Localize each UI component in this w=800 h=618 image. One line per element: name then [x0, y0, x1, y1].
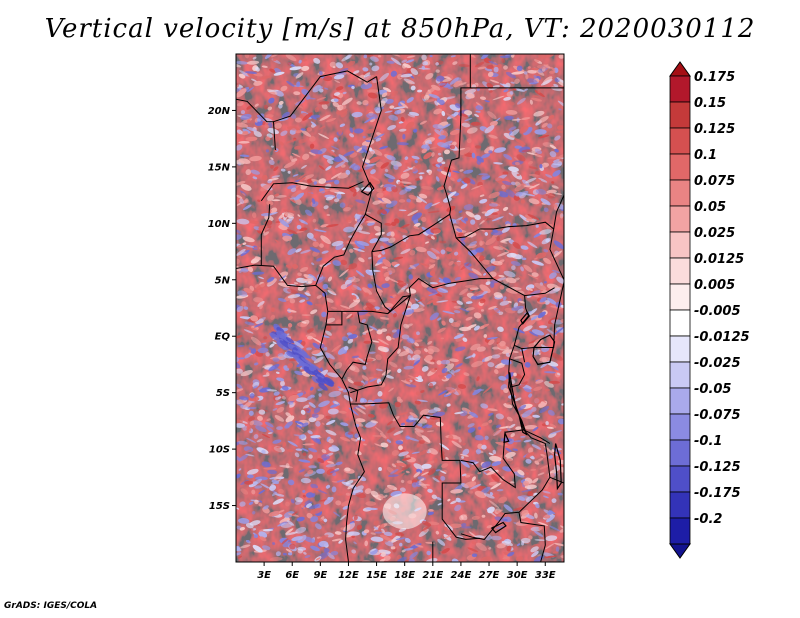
- map-frame: [235, 53, 565, 563]
- lon-tick-label: 6E: [285, 570, 299, 581]
- country-border-line: [521, 348, 526, 363]
- country-border-line: [365, 213, 382, 252]
- colorbar-label: 0.125: [694, 122, 735, 137]
- colorbar-label: 0.1: [694, 148, 717, 163]
- colorbar-segment: [669, 231, 691, 259]
- country-border-line: [350, 402, 480, 540]
- country-border-line: [361, 76, 382, 190]
- colorbar: 0.175 0.15 0.125 0.1 0.075 0.05 0.025 0.0125 0.0…: [669, 61, 750, 559]
- colorbar-label: 0.0125: [694, 252, 744, 267]
- colorbar-label: 0.15: [694, 96, 726, 111]
- country-border-line: [460, 429, 524, 489]
- colorbar-segment: [669, 101, 691, 129]
- colorbar-top-arrow: [669, 61, 691, 77]
- country-borders: [236, 54, 564, 562]
- country-border-line: [326, 311, 343, 326]
- colorbar-segment: [669, 257, 691, 285]
- lon-tick-label: 3E: [257, 570, 271, 581]
- colorbar-segment: [669, 179, 691, 207]
- colorbar-label: 0.175: [694, 70, 735, 85]
- country-border-line: [518, 512, 546, 562]
- lon-tick-label: 18E: [394, 570, 415, 581]
- country-border-line: [348, 386, 359, 402]
- colorbar-segment: [669, 387, 691, 415]
- lat-tick-label: 15N: [208, 162, 231, 173]
- country-border-line: [260, 181, 364, 202]
- lake-outline: [532, 334, 556, 366]
- lake-outline: [553, 443, 562, 491]
- colorbar-label: 0.075: [694, 174, 735, 189]
- chart-title: Vertical velocity [m/s] at 850hPa, VT: 2…: [44, 14, 756, 44]
- colorbar-label: 0.05: [694, 200, 726, 215]
- colorbar-segment: [669, 491, 691, 519]
- field-speckles: [236, 54, 564, 562]
- near-zero-patch: [382, 493, 427, 530]
- lake-outline: [360, 181, 375, 196]
- colorbar-label: -0.2: [694, 512, 722, 527]
- country-border-line: [371, 213, 494, 313]
- lat-tick-label: 5N: [215, 275, 231, 286]
- colorbar-label: -0.05: [694, 382, 731, 397]
- lake-outline: [520, 311, 531, 325]
- colorbar-segment: [669, 361, 691, 389]
- colorbar-segment: [669, 153, 691, 181]
- lat-tick-label: 15S: [209, 501, 230, 512]
- colorbar-segment: [669, 283, 691, 311]
- colorbar-segment: [669, 309, 691, 337]
- country-border-line: [460, 429, 551, 540]
- country-border-line: [456, 221, 564, 281]
- lat-tick-label: 20N: [208, 106, 231, 117]
- colorbar-label: 0.005: [694, 278, 735, 293]
- colorbar-label: -0.125: [694, 460, 741, 475]
- lake-outline: [508, 372, 528, 436]
- colorbar-label: 0.025: [694, 226, 735, 241]
- colorbar-segment: [669, 517, 691, 545]
- colorbar-label: -0.025: [694, 356, 741, 371]
- lon-tick-label: 21E: [422, 570, 443, 581]
- colorbar-bottom-arrow: [669, 543, 691, 559]
- lon-tick-label: 27E: [479, 570, 500, 581]
- country-border-line: [341, 311, 373, 380]
- lat-tick-label: 10N: [208, 219, 231, 230]
- country-border-line: [523, 429, 551, 444]
- grads-credit: GrADS: IGES/COLA: [4, 601, 98, 611]
- colorbar-label: -0.075: [694, 408, 741, 423]
- colorbar-segment: [669, 205, 691, 233]
- lon-tick-label: 15E: [366, 570, 387, 581]
- lon-tick-label: 9E: [313, 570, 327, 581]
- country-border-line: [236, 264, 365, 562]
- colorbar-segment: [669, 127, 691, 155]
- strong-downdraft-streak: [269, 323, 335, 391]
- colorbar-segment: [669, 465, 691, 493]
- colorbar-segment: [669, 413, 691, 441]
- country-border-line: [236, 98, 276, 151]
- country-border-line: [315, 189, 373, 286]
- axis-ticks: 20N 15N 10N 5N EQ 5S 10S 15S 3E 6E 9E 12E 15E 18E 21E 2…: [208, 106, 556, 581]
- lat-tick-label: 10S: [209, 445, 230, 456]
- lon-tick-label: 12E: [338, 570, 359, 581]
- colorbar-segment: [669, 335, 691, 363]
- lat-tick-label: EQ: [215, 332, 231, 343]
- colorbar-segment: [669, 439, 691, 467]
- country-border-line: [260, 204, 271, 266]
- colorbar-segment: [669, 75, 691, 103]
- country-border-line: [273, 70, 377, 123]
- colorbar-label: -0.005: [694, 304, 741, 319]
- colorbar-label: -0.0125: [694, 330, 750, 345]
- colorbar-label: -0.175: [694, 486, 741, 501]
- lon-tick-label: 24E: [451, 570, 472, 581]
- country-border-line: [350, 294, 412, 394]
- lat-tick-label: 5S: [216, 388, 230, 399]
- lake-outline: [503, 431, 510, 444]
- country-border-line: [553, 194, 564, 230]
- lon-tick-label: 30E: [507, 570, 528, 581]
- lon-tick-label: 33E: [535, 570, 556, 581]
- lake-outline: [490, 521, 507, 534]
- vertical-velocity-field: [236, 54, 564, 562]
- colorbar-label: -0.1: [694, 434, 722, 449]
- country-border-line: [443, 110, 462, 215]
- country-border-line: [509, 358, 526, 388]
